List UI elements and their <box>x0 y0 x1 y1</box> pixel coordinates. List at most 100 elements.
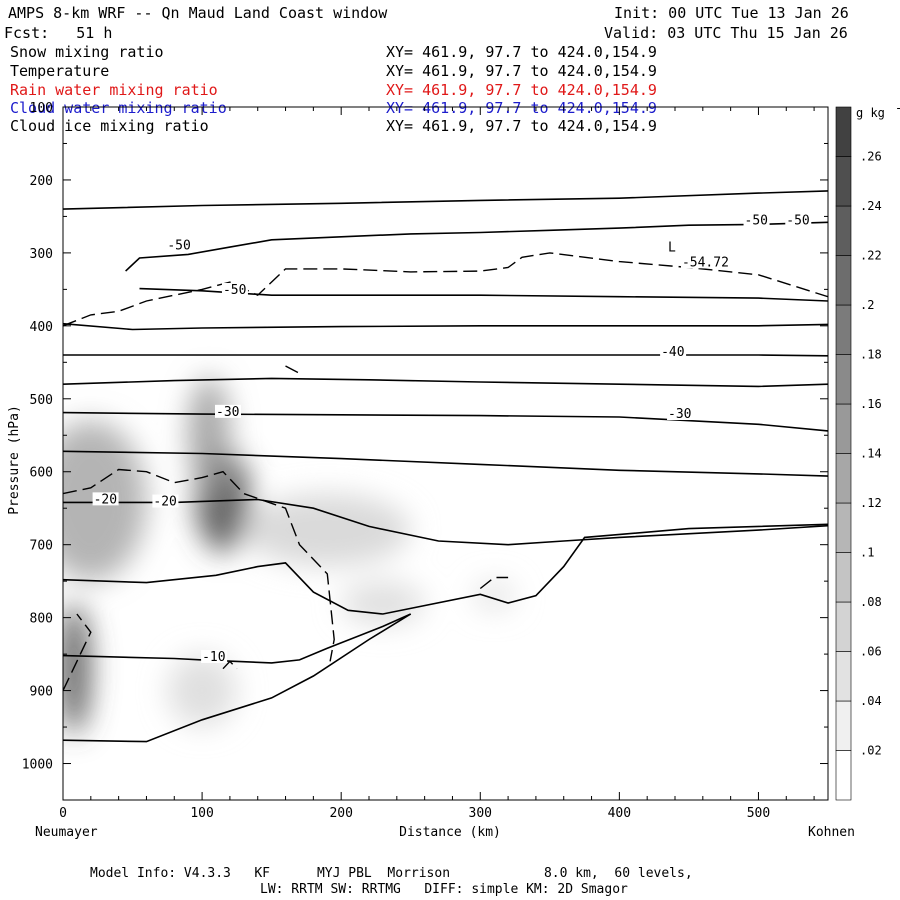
colorbar-unit-exponent: -1 <box>895 101 900 115</box>
contour-label-bg <box>667 240 678 254</box>
model-info-line2: LW: RRTM SW: RRTMG DIFF: simple KM: 2D S… <box>260 882 628 897</box>
colorbar-swatch <box>835 651 852 702</box>
colorbar-tick-label: .22 <box>860 249 882 263</box>
x-tick-label: 100 <box>190 806 213 821</box>
contour-label-bg <box>660 345 687 359</box>
contour-label-bg <box>201 649 228 663</box>
contour-label: -20 <box>94 492 117 507</box>
colorbar-swatch <box>835 205 852 256</box>
cloud-ice-contour <box>222 660 238 670</box>
temperature-contour <box>63 322 828 331</box>
colorbar-swatch <box>835 255 852 306</box>
colorbar-tick-label: .14 <box>860 447 882 461</box>
temperature-contour <box>139 287 828 302</box>
contour-label: -50 <box>745 214 768 229</box>
legend-xy: XY= 461.9, 97.7 to 424.0,154.9 <box>386 62 657 80</box>
temperature-contour <box>63 190 828 210</box>
forecast-hour: Fcst: 51 h <box>4 24 113 42</box>
colorbar-tick-label: .02 <box>860 744 882 758</box>
colorbar-swatch <box>835 304 852 355</box>
temperature-contour <box>63 377 828 388</box>
x-axis-label: Distance (km) <box>399 825 501 840</box>
colorbar-tick-label: .06 <box>860 645 882 659</box>
y-tick-label: 600 <box>30 466 53 481</box>
temperature-contour <box>63 613 412 664</box>
legend-label: Temperature <box>10 62 110 80</box>
y-tick-label: 400 <box>30 320 53 335</box>
colorbar-swatch <box>835 700 852 751</box>
contour-label: -50 <box>223 283 246 298</box>
temperature-contour <box>63 523 828 615</box>
contour-label: -20 <box>153 495 176 510</box>
colorbar-swatch <box>835 403 852 454</box>
colorbar-tick-label: .2 <box>860 298 874 312</box>
contour-label: -40 <box>661 345 684 360</box>
colorbar-swatch <box>835 552 852 603</box>
contour-label-bg <box>221 283 248 297</box>
cloud-ice-contour <box>63 613 92 691</box>
legend-xy: XY= 461.9, 97.7 to 424.0,154.9 <box>386 99 657 117</box>
temperature-contour <box>63 613 412 743</box>
colorbar-tick-label: .26 <box>860 150 882 164</box>
legend-label: Rain water mixing ratio <box>10 81 218 99</box>
legend-xy: XY= 461.9, 97.7 to 424.0,154.9 <box>386 117 657 135</box>
y-tick-label: 200 <box>30 174 53 189</box>
snow-mixing-ratio-region <box>63 420 147 582</box>
colorbar-swatch <box>835 354 852 405</box>
contour-label: L <box>668 241 676 256</box>
init-time: Init: 00 UTC Tue 13 Jan 26 <box>614 4 849 22</box>
right-station-label: Kohnen <box>808 825 855 840</box>
temperature-contour <box>63 498 828 546</box>
colorbar-swatch <box>835 453 852 504</box>
colorbar-tick-label: .04 <box>860 694 882 708</box>
chart-title: AMPS 8-km WRF -- Qn Maud Land Coast wind… <box>8 4 388 22</box>
contour-label-bg <box>743 213 770 227</box>
colorbar-swatch <box>835 502 852 553</box>
cloud-ice-contour <box>63 252 828 327</box>
valid-time: Valid: 03 UTC Thu 15 Jan 26 <box>604 24 848 42</box>
cloud-ice-contour <box>479 576 509 590</box>
cloud-ice-contour <box>285 365 300 374</box>
y-tick-label: 100 <box>30 101 53 116</box>
snow-mixing-ratio-region <box>473 581 516 611</box>
left-station-label: Neumayer <box>35 825 98 840</box>
contour-label: -30 <box>216 405 239 420</box>
y-tick-label: 900 <box>30 685 53 700</box>
legend-label: Cloud ice mixing ratio <box>10 117 209 135</box>
legend-xy: XY= 461.9, 97.7 to 424.0,154.9 <box>386 81 657 99</box>
contour-label-bg <box>667 407 694 421</box>
legend-xy: XY= 461.9, 97.7 to 424.0,154.9 <box>386 43 657 61</box>
colorbar-swatch <box>835 106 852 157</box>
y-tick-label: 1000 <box>22 758 53 773</box>
y-tick-label: 800 <box>30 612 53 627</box>
contour-label-bg <box>215 404 241 418</box>
colorbar-tick-label: .12 <box>860 496 882 510</box>
temperature-contour <box>63 411 828 432</box>
contour-label-bg <box>680 255 731 269</box>
legend-label: Snow mixing ratio <box>10 43 164 61</box>
colorbar-swatch <box>835 156 852 207</box>
contour-label-bg <box>785 213 812 227</box>
colorbar-tick-label: .18 <box>860 348 882 362</box>
snow-mixing-ratio-region <box>63 603 91 735</box>
colorbar-tick-label: .08 <box>860 595 882 609</box>
x-tick-label: 0 <box>59 806 67 821</box>
x-tick-label: 400 <box>608 806 631 821</box>
model-info-line1: Model Info: V4.3.3 KF MYJ PBL Morrison 8… <box>90 866 693 881</box>
y-tick-label: 700 <box>30 539 53 554</box>
x-tick-label: 300 <box>469 806 492 821</box>
colorbar-tick-label: .16 <box>860 397 882 411</box>
x-tick-label: 500 <box>747 806 770 821</box>
contour-label: -54.72 <box>682 255 729 270</box>
contour-label-bg <box>92 492 119 506</box>
colorbar-swatch <box>835 601 852 652</box>
temperature-contour <box>63 450 828 477</box>
snow-mixing-ratio-region <box>167 654 237 728</box>
temperature-contour <box>63 354 828 357</box>
contour-label-bg <box>152 494 179 508</box>
snow-mixing-ratio-region <box>188 376 230 494</box>
temperature-contour <box>125 221 828 272</box>
colorbar-swatch <box>835 750 852 801</box>
contour-label-bg <box>166 238 193 252</box>
